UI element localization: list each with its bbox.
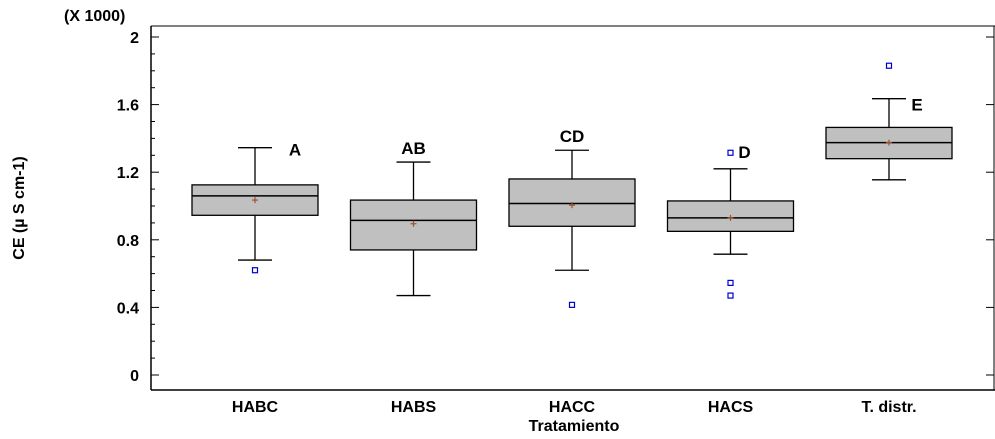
group-letter: A	[289, 141, 301, 160]
group-letter: CD	[560, 127, 585, 146]
plot-area: 0 0.4 0.8 1.2 1.6 2 A HABC AB HABS CD HACC D HACS E T. …	[117, 25, 995, 416]
y-tick-label: 1.6	[117, 98, 139, 115]
y-tick-label: 0	[130, 368, 139, 385]
outlier-point	[727, 292, 734, 299]
y-axis-title: CE (µ S cm-1)	[11, 156, 28, 259]
x-tick-label: HACS	[708, 399, 754, 416]
outlier-point	[251, 267, 259, 274]
y-tick-label: 1.2	[117, 165, 139, 182]
y-tick-label: 2	[130, 30, 139, 47]
outlier-point	[727, 279, 734, 286]
x-axis-title: Tratamiento	[529, 418, 620, 435]
outlier-point	[727, 149, 734, 156]
x-tick-label: HABC	[232, 399, 279, 416]
x-tick-label: T. distr.	[861, 399, 916, 416]
y-tick-label: 0.4	[117, 300, 139, 317]
group-letter: E	[911, 96, 922, 115]
iqr-box	[666, 200, 795, 232]
x-tick-label: HACC	[549, 399, 596, 416]
y-multiplier-label: (X 1000)	[64, 8, 125, 25]
y-tick-label: 0.8	[117, 233, 139, 250]
group-letter: D	[738, 143, 750, 162]
outlier-point	[568, 301, 576, 308]
outlier-point	[885, 62, 893, 69]
group-letter: AB	[401, 139, 426, 158]
x-tick-label: HABS	[391, 399, 437, 416]
